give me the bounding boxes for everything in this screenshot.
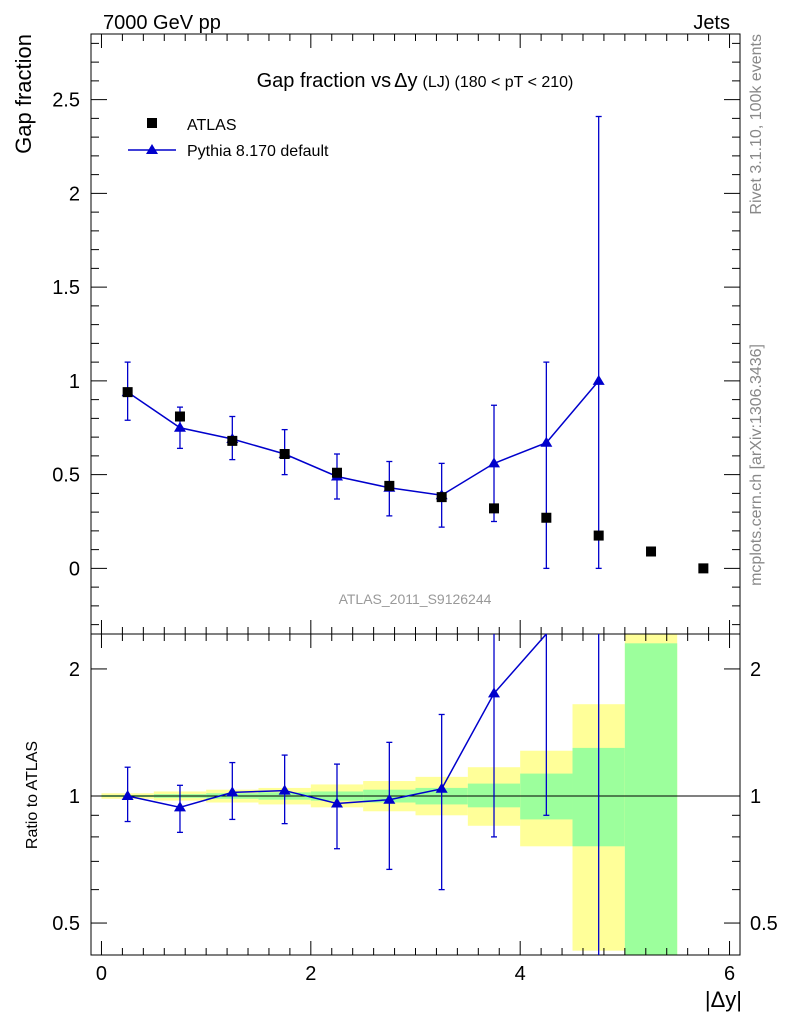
atlas-point-9 bbox=[593, 530, 604, 541]
legend-atlas-label: ATLAS bbox=[187, 117, 237, 134]
green-band-10 bbox=[624, 643, 678, 955]
ratio-point-0 bbox=[121, 789, 134, 800]
y-tick-label: 0.5 bbox=[52, 465, 80, 487]
x-tick-label: 2 bbox=[305, 963, 316, 985]
atlas-point-5 bbox=[384, 480, 395, 491]
x-axis-title: |Δy| bbox=[705, 987, 742, 1012]
y-tick-label: 0 bbox=[69, 558, 80, 580]
pythia-line bbox=[127, 380, 600, 497]
ratio-point-7 bbox=[488, 687, 501, 698]
header-process: Jets bbox=[693, 12, 730, 34]
pythia-point-9 bbox=[592, 374, 605, 385]
ratio-axis-title: Ratio to ATLAS bbox=[24, 741, 41, 849]
atlas-point-3 bbox=[279, 449, 290, 459]
legend-pythia-label: Pythia 8.170 default bbox=[187, 143, 329, 160]
legend: ATLAS Pythia 8.170 default bbox=[128, 117, 329, 160]
atlas-point-7 bbox=[489, 503, 500, 514]
atlas-point-4 bbox=[331, 467, 342, 478]
atlas-point-8 bbox=[541, 512, 552, 523]
analysis-label: ATLAS_2011_S9126244 bbox=[339, 591, 492, 607]
y-tick-label: 2 bbox=[69, 183, 80, 205]
chart-title-main: Gap fraction vs bbox=[257, 70, 392, 92]
ratio-point-5 bbox=[383, 793, 396, 804]
atlas-series bbox=[122, 387, 709, 574]
ratio-point-2 bbox=[226, 786, 239, 797]
y-tick-label: 1.5 bbox=[52, 277, 80, 299]
x-tick-label: 0 bbox=[96, 963, 107, 985]
ratio-point-1 bbox=[173, 801, 186, 812]
ratio-tick-label-left: 2 bbox=[69, 659, 80, 681]
y-axis-title: Gap fraction bbox=[11, 34, 36, 154]
rivet-label: Rivet 3.1.10, 100k events bbox=[748, 34, 765, 215]
tick-labels: 0 2 4 6 0 0.5 1 1.5 2 2.5 0.5 0.5 1 1 2 2 bbox=[52, 90, 778, 985]
atlas-point-2 bbox=[227, 435, 238, 446]
legend-pythia-marker bbox=[146, 144, 158, 154]
ratio-tick-label-right: 0.5 bbox=[750, 913, 778, 935]
y-tick-label: 2.5 bbox=[52, 90, 80, 112]
y-tick-label: 1 bbox=[69, 371, 80, 393]
atlas-point-1 bbox=[174, 411, 185, 422]
ratio-point-3 bbox=[278, 784, 291, 795]
ratio-series bbox=[121, 633, 600, 955]
ratio-tick-label-left: 0.5 bbox=[52, 913, 80, 935]
pythia-point-1 bbox=[173, 421, 186, 432]
axis-ticks bbox=[91, 34, 740, 955]
atlas-point-6 bbox=[436, 492, 447, 503]
chart-title-sub: (LJ) (180 < pT < 210) bbox=[422, 74, 573, 91]
pythia-point-7 bbox=[488, 457, 501, 468]
pythia-series bbox=[121, 115, 605, 570]
x-tick-label: 6 bbox=[724, 963, 735, 985]
chart-title: Gap fraction vs Δy (LJ) (180 < pT < 210) bbox=[257, 70, 574, 92]
ratio-tick-label-left: 1 bbox=[69, 786, 80, 808]
legend-atlas-marker bbox=[147, 118, 157, 128]
pythia-point-8 bbox=[540, 436, 553, 447]
atlas-point-0 bbox=[122, 387, 133, 398]
ratio-tick-label-right: 2 bbox=[750, 659, 761, 681]
x-tick-label: 4 bbox=[515, 963, 526, 985]
ratio-tick-label-right: 1 bbox=[750, 786, 761, 808]
atlas-point-10 bbox=[646, 546, 657, 557]
atlas-point-11 bbox=[698, 563, 709, 574]
ratio-point-4 bbox=[330, 797, 343, 808]
header-energy: 7000 GeV pp bbox=[103, 12, 221, 34]
chart-title-dy: Δy bbox=[394, 70, 417, 92]
mcplots-label: mcplots.cern.ch [arXiv:1306.3436] bbox=[748, 344, 765, 586]
ratio-point-6 bbox=[435, 782, 448, 793]
